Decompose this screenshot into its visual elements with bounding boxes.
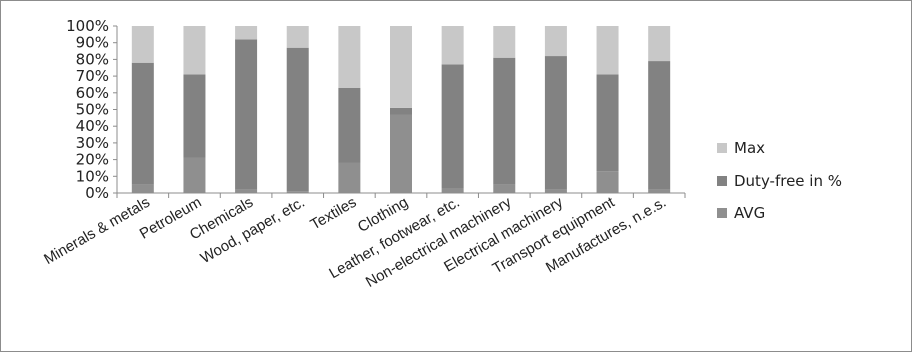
bar-segment-avg-9 [596,171,619,193]
bar-segment-max-10 [648,26,671,62]
bar-segment-avg-8 [544,189,567,193]
axes-group [113,25,686,198]
y-tick-label: 100% [66,17,109,35]
legend-swatch-max [717,143,727,153]
bar-segment-duty-free-in--9 [596,74,619,172]
bar-segment-max-3 [286,26,309,48]
bar-segment-max-7 [493,26,516,58]
bar-segment-duty-free-in--8 [544,56,567,190]
bar-segment-max-2 [235,26,258,40]
y-tick-label: 80% [76,50,109,68]
legend-swatch-avg [717,208,727,218]
bar-segment-duty-free-in--3 [286,47,309,192]
y-tick-label: 0% [85,184,109,202]
y-tick-label: 30% [76,134,109,152]
bar-segment-max-0 [131,26,154,63]
legend-swatch-duty-free-in- [717,176,727,186]
y-tick-label: 10% [76,167,109,185]
bar-segment-duty-free-in--10 [648,61,671,190]
legend-label: Duty-free in % [734,172,842,190]
bar-segment-avg-6 [441,187,464,193]
y-tick-label: 70% [76,67,109,85]
bar-segment-max-6 [441,26,464,65]
bar-segment-duty-free-in--0 [131,62,154,185]
bar-segment-avg-7 [493,184,516,193]
bar-segment-avg-5 [390,114,412,193]
bar-segment-avg-10 [648,189,671,193]
bar-segment-duty-free-in--5 [390,107,412,115]
y-tick-label: 90% [76,34,109,52]
bar-segment-max-9 [596,26,619,75]
y-tick-label: 40% [76,117,109,135]
y-axis-tick-labels: 0%10%20%30%40%50%60%70%80%90%100% [66,17,109,202]
x-category-label: Textiles [308,194,360,234]
bar-segment-duty-free-in--6 [441,64,464,188]
bar-segment-duty-free-in--7 [493,57,516,185]
bars-group [131,26,671,193]
bar-segment-avg-3 [286,191,309,193]
y-tick-label: 60% [76,84,109,102]
legend: Max Duty-free in % AVG [717,139,842,222]
legend-label: AVG [734,204,765,222]
y-tick-label: 50% [76,101,109,119]
bar-segment-duty-free-in--1 [183,74,206,158]
bar-segment-avg-4 [338,162,361,193]
x-category-label: Minerals & metals [41,194,153,268]
bar-segment-avg-1 [183,157,206,193]
bar-segment-max-4 [338,26,361,88]
bar-segment-max-5 [390,26,412,108]
x-axis-tick-labels: Minerals & metalsPetroleumChemicalsWood,… [41,193,669,291]
bar-segment-max-1 [183,26,206,75]
legend-label: Max [734,139,765,157]
bar-segment-duty-free-in--2 [235,39,258,190]
bar-segment-max-8 [544,26,567,57]
bar-segment-avg-2 [235,189,258,193]
bar-segment-duty-free-in--4 [338,87,361,163]
bar-segment-avg-0 [131,184,154,193]
y-tick-label: 20% [76,151,109,169]
